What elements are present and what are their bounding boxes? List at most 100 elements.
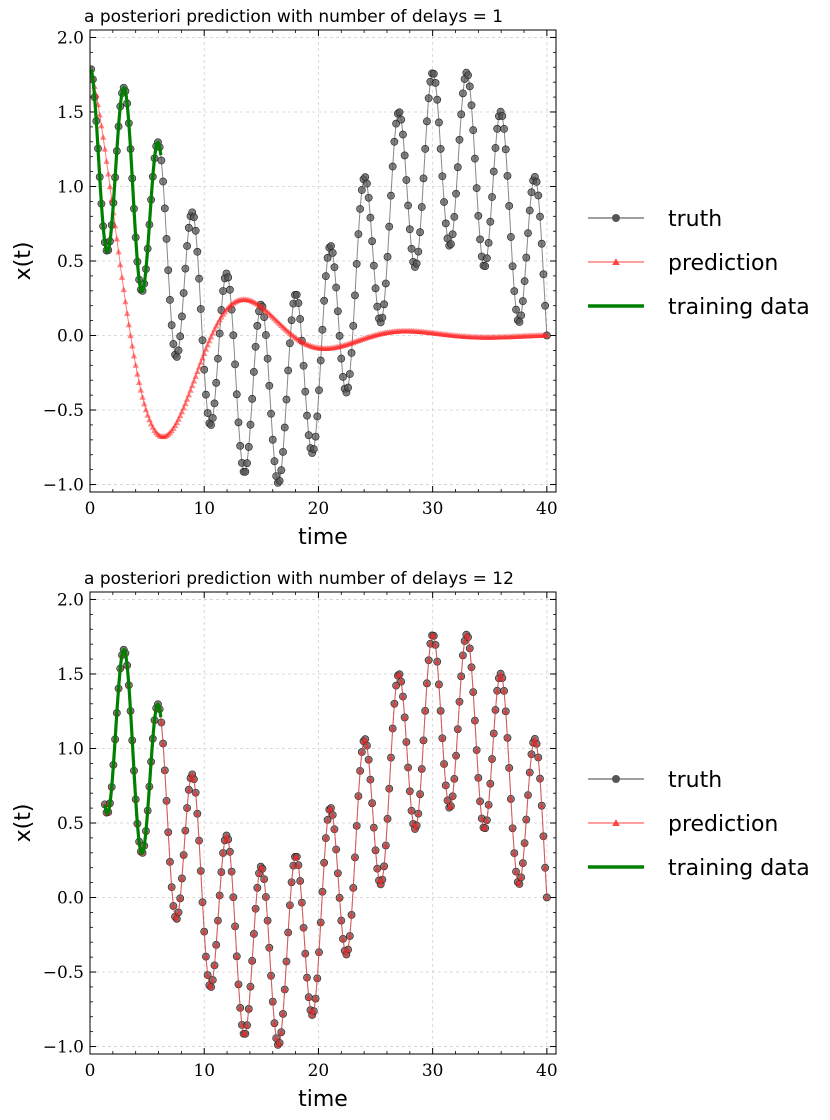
truth-point [416, 228, 424, 237]
truth-point [388, 162, 397, 171]
prediction-point [201, 350, 208, 356]
prediction-point [125, 321, 133, 328]
prediction-point [315, 949, 323, 955]
prediction-point [177, 895, 184, 901]
prediction-point [303, 974, 311, 981]
prediction-point [276, 1039, 283, 1046]
prediction-point [199, 354, 206, 361]
prediction-point [418, 765, 425, 772]
prediction-point [260, 875, 268, 882]
truth-point [429, 69, 438, 78]
prediction-point [493, 687, 501, 694]
truth-point [284, 366, 293, 375]
prediction-point [481, 825, 489, 831]
prediction-point [183, 804, 191, 811]
prediction-point [504, 734, 511, 741]
truth-point [304, 431, 313, 440]
truth-point [506, 233, 515, 241]
prediction-point [319, 888, 326, 895]
x-tick-label: 10 [193, 1061, 215, 1081]
legend-item: truth [588, 207, 722, 232]
prediction-point [288, 879, 295, 885]
prediction-point [213, 322, 220, 329]
truth-point [328, 248, 337, 257]
x-tick-label: 0 [85, 499, 96, 519]
prediction-point [536, 775, 544, 782]
prediction-point [228, 868, 235, 875]
truth-point [347, 349, 356, 357]
truth-point [226, 285, 234, 294]
prediction-point [343, 951, 350, 958]
prediction-point [332, 846, 340, 853]
truth-point [321, 272, 330, 281]
prediction-point [262, 893, 270, 900]
truth-point [327, 242, 335, 250]
truth-point [184, 223, 193, 232]
prediction-point [362, 735, 369, 742]
truth-point [423, 117, 431, 126]
legend-label: truth [668, 207, 722, 232]
truth-point [503, 171, 512, 180]
prediction-point [204, 341, 211, 348]
truth-point [261, 331, 270, 339]
prediction-point [279, 1010, 287, 1017]
truth-point [208, 414, 217, 422]
truth-point [405, 225, 414, 234]
truth-point [166, 296, 174, 304]
prediction-point [243, 1022, 251, 1028]
prediction-point [202, 345, 210, 352]
prediction-point [543, 894, 551, 900]
prediction-point [533, 740, 540, 747]
prediction-point [449, 793, 456, 799]
prediction-point [353, 822, 360, 829]
prediction-point [374, 865, 381, 872]
truth-point [352, 259, 361, 268]
prediction-point [535, 754, 542, 761]
prediction-point [199, 899, 206, 905]
prediction-point [192, 373, 199, 379]
truth-point [440, 198, 448, 206]
truth-point [251, 342, 260, 351]
truth-point [383, 252, 392, 261]
prediction-point [113, 235, 121, 242]
plot-area [100, 630, 551, 1049]
truth-point [525, 206, 534, 215]
prediction-point [238, 1021, 246, 1028]
prediction-point [213, 941, 220, 948]
axes-frame [89, 29, 557, 493]
prediction-point [442, 782, 449, 788]
prediction-point [219, 849, 227, 856]
prediction-point [218, 868, 225, 875]
truth-point [501, 145, 510, 154]
prediction-point [170, 902, 177, 909]
prediction-point [284, 929, 292, 936]
prediction-point [101, 145, 109, 152]
prediction-point [358, 748, 366, 755]
y-tick-label: 0.0 [57, 889, 84, 909]
truth-point [178, 312, 186, 321]
prediction-point [468, 664, 475, 670]
prediction-point [141, 400, 148, 407]
prediction-point [211, 962, 218, 968]
truth-point [402, 176, 411, 184]
prediction-point [194, 368, 201, 375]
prediction-point [194, 810, 201, 817]
prediction-point [338, 917, 345, 924]
truth-point [181, 264, 190, 273]
prediction-point [422, 707, 429, 714]
truth-point [315, 386, 323, 395]
truth-point [179, 289, 188, 297]
prediction-point [204, 971, 211, 978]
prediction-point [177, 412, 184, 419]
truth-point [268, 435, 277, 444]
prediction-point [334, 870, 342, 876]
prediction-point [521, 839, 528, 846]
prediction-point [106, 183, 114, 190]
chart-title: a posteriori prediction with number of d… [84, 7, 503, 27]
prediction-point [523, 816, 530, 823]
truth-point [215, 329, 224, 338]
truth-line [90, 69, 548, 484]
truth-point [282, 395, 291, 404]
prediction-point [231, 923, 239, 929]
